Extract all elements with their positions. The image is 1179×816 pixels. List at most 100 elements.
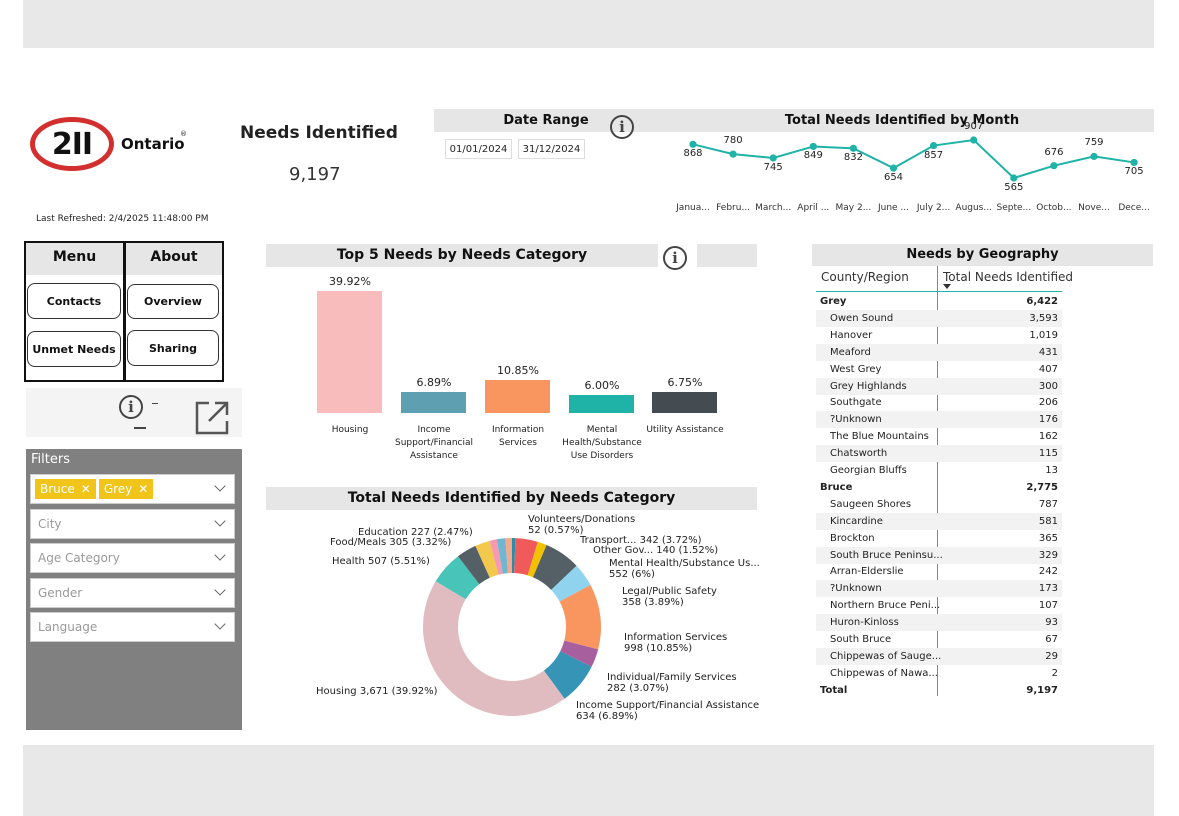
chevron-down-icon[interactable]: [214, 549, 226, 561]
overview-button[interactable]: Overview: [127, 284, 219, 319]
geo-col-county[interactable]: County/Region: [821, 270, 909, 284]
bar[interactable]: [317, 291, 382, 413]
geo-column-divider: [937, 266, 938, 696]
bar[interactable]: [652, 392, 717, 413]
table-row[interactable]: Meaford 431: [816, 343, 1062, 361]
geo-total-row[interactable]: Total 9,197: [816, 682, 1062, 699]
table-row[interactable]: Bruce 2,775: [816, 479, 1062, 496]
table-row[interactable]: Owen Sound 3,593: [816, 309, 1062, 327]
geo-region-name: Brockton: [830, 532, 875, 544]
table-row[interactable]: Kincardine 581: [816, 512, 1062, 530]
unmet-needs-button[interactable]: Unmet Needs: [27, 331, 121, 367]
table-row[interactable]: Hanover 1,019: [816, 327, 1062, 344]
donut-slice[interactable]: [505, 538, 512, 574]
table-row[interactable]: Chippewas of Sauge... 29: [816, 647, 1062, 665]
donut-slice[interactable]: [551, 565, 591, 602]
age-filter[interactable]: Age Category: [30, 543, 235, 573]
table-row[interactable]: Brockton 365: [816, 530, 1062, 547]
month-point[interactable]: [1090, 152, 1098, 161]
donut-slice[interactable]: [489, 539, 503, 575]
donut-slice[interactable]: [475, 540, 499, 578]
date-end-input[interactable]: 31/12/2024: [518, 139, 585, 159]
info-icon[interactable]: i: [610, 115, 634, 139]
chevron-down-icon[interactable]: [214, 515, 226, 527]
filter-chip[interactable]: Grey ✕: [98, 479, 154, 499]
donut-slice[interactable]: [512, 538, 516, 574]
table-row[interactable]: Grey 6,422: [816, 293, 1062, 310]
city-filter[interactable]: City: [30, 509, 235, 539]
gender-filter[interactable]: Gender: [30, 578, 235, 608]
chevron-down-icon[interactable]: [214, 618, 226, 630]
chip-label: Grey: [103, 482, 133, 496]
geo-region-name: West Grey: [830, 363, 882, 375]
label-mental: Mental Health/Substance Us... 552 (6%): [609, 558, 760, 580]
close-icon[interactable]: ✕: [80, 482, 91, 496]
table-row[interactable]: ?Unknown 173: [816, 580, 1062, 598]
table-row[interactable]: Saugeen Shores 787: [816, 496, 1062, 513]
table-row[interactable]: Georgian Bluffs 13: [816, 462, 1062, 479]
table-row[interactable]: Arran-Elderslie 242: [816, 563, 1062, 580]
donut-slice[interactable]: [435, 556, 480, 600]
geo-region-value: 162: [1038, 431, 1058, 443]
chevron-down-icon[interactable]: [214, 480, 226, 492]
chevron-down-icon[interactable]: [214, 584, 226, 596]
info-icon[interactable]: i: [663, 246, 687, 270]
close-icon[interactable]: ✕: [138, 482, 149, 496]
language-filter[interactable]: Language: [30, 612, 235, 642]
month-point[interactable]: [769, 154, 777, 162]
geo-region-value: 6,422: [1026, 296, 1058, 307]
month-point[interactable]: [1130, 158, 1138, 167]
info-icon[interactable]: i: [119, 395, 143, 419]
month-point[interactable]: [930, 141, 938, 150]
month-point[interactable]: [1050, 162, 1058, 170]
donut-slice[interactable]: [458, 545, 490, 585]
table-row[interactable]: The Blue Mountains 162: [816, 428, 1062, 445]
month-point[interactable]: [809, 142, 817, 151]
donut-slice[interactable]: [560, 640, 599, 667]
month-point[interactable]: [1010, 174, 1018, 182]
donut-slice[interactable]: [514, 538, 538, 576]
donut-chart-title: Total Needs Identified by Needs Category: [266, 487, 757, 510]
month-point[interactable]: [889, 164, 898, 172]
donut-slice[interactable]: [559, 584, 601, 650]
geo-region-value: 2: [1051, 667, 1058, 679]
sharing-button[interactable]: Sharing: [127, 330, 219, 366]
table-row[interactable]: Chatsworth 115: [816, 445, 1062, 463]
table-row[interactable]: Chippewas of Nawa... 2: [816, 665, 1062, 682]
table-row[interactable]: Northern Bruce Peni... 107: [816, 597, 1062, 614]
donut-slice[interactable]: [496, 538, 508, 574]
month-point[interactable]: [689, 140, 697, 148]
bar[interactable]: [401, 391, 466, 413]
geo-region-value: 67: [1045, 634, 1058, 645]
county-filter[interactable]: Bruce ✕ Grey ✕: [30, 474, 235, 504]
gender-filter-placeholder: Gender: [38, 586, 83, 600]
month-point[interactable]: [729, 150, 737, 158]
geo-region-name: Southgate: [830, 397, 882, 409]
month-tick-label: Septe...: [996, 203, 1032, 213]
table-row[interactable]: Southgate 206: [816, 394, 1062, 411]
date-start-input[interactable]: 01/01/2024: [445, 139, 512, 159]
table-row[interactable]: South Bruce Peninsu... 329: [816, 546, 1062, 564]
month-point[interactable]: [970, 136, 978, 144]
table-row[interactable]: ?Unknown 176: [816, 411, 1062, 429]
filter-chip[interactable]: Bruce ✕: [35, 479, 96, 499]
donut-slice[interactable]: [423, 581, 565, 716]
bar[interactable]: [569, 394, 634, 413]
geo-col-total[interactable]: Total Needs Identified: [943, 270, 1074, 284]
month-point[interactable]: [849, 144, 857, 152]
table-row[interactable]: Huron-Kinloss 93: [816, 614, 1062, 632]
expand-icon[interactable]: [193, 399, 231, 437]
table-row[interactable]: Grey Highlands 300: [816, 377, 1062, 395]
table-row[interactable]: West Grey 407: [816, 361, 1062, 378]
month-value-label: 849: [803, 150, 823, 162]
contacts-button[interactable]: Contacts: [27, 283, 121, 319]
donut-slice[interactable]: [532, 544, 577, 590]
sort-desc-icon[interactable]: [943, 284, 951, 289]
donut-slice[interactable]: [543, 651, 592, 699]
donut-slice[interactable]: [527, 541, 547, 578]
table-row[interactable]: South Bruce 67: [816, 631, 1062, 648]
menu-title: Menu: [26, 243, 123, 275]
bar[interactable]: [485, 379, 550, 413]
month-value-label: 868: [683, 148, 703, 160]
geo-region-name: Georgian Bluffs: [830, 465, 907, 476]
